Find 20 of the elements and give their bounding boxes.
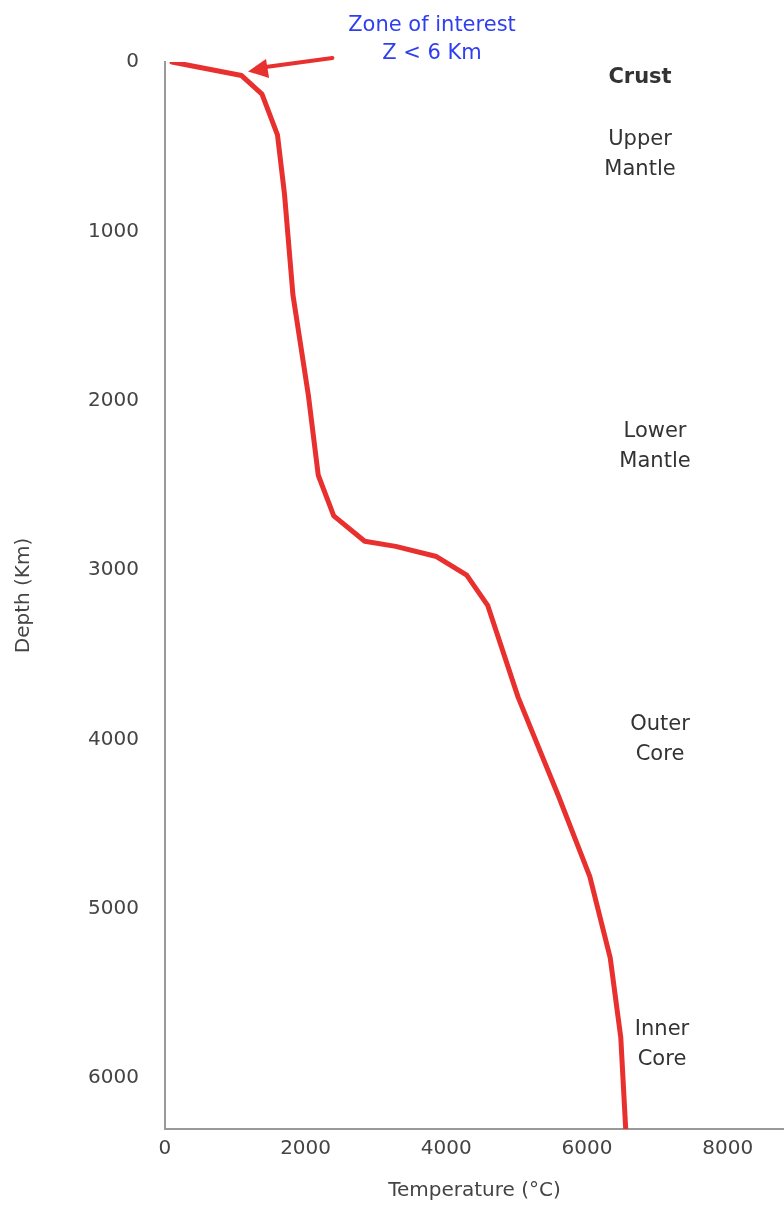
annotation: Crust: [608, 64, 672, 89]
y-tick-label: 6000: [87, 1064, 139, 1089]
x-axis-title: Temperature (°C): [387, 1177, 561, 1202]
x-tick-label: 4000: [420, 1135, 472, 1160]
annotation: Zone of interest Z < 6 Km: [348, 12, 516, 65]
annotation: Upper Mantle: [604, 126, 676, 181]
y-axis-title: Depth (Km): [10, 537, 35, 654]
x-tick-label: 6000: [561, 1135, 613, 1160]
y-tick-label: 1000: [87, 217, 139, 242]
y-tick-label: 0: [126, 48, 139, 73]
y-tick-label: 3000: [87, 556, 139, 581]
annotation: Inner Core: [634, 1016, 690, 1071]
y-tick-label: 5000: [87, 895, 139, 920]
x-tick-label: 8000: [702, 1135, 754, 1160]
x-tick-label: 2000: [280, 1135, 332, 1160]
y-tick-label: 2000: [87, 386, 139, 411]
annotation: Lower Mantle: [619, 418, 691, 473]
annotation: Outer Core: [630, 711, 691, 766]
y-tick-label: 4000: [87, 725, 139, 750]
x-tick-label: 0: [158, 1135, 172, 1160]
